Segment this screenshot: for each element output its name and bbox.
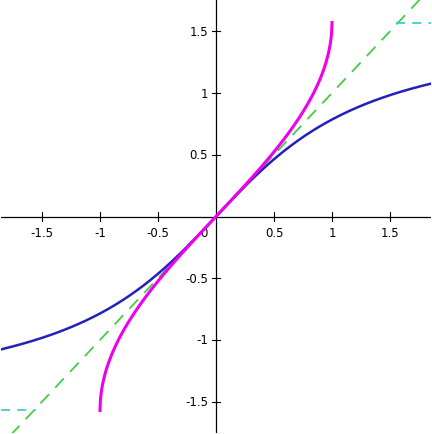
Text: -1.5: -1.5 [185, 395, 208, 408]
Text: -0.5: -0.5 [185, 272, 208, 285]
Text: 1: 1 [328, 227, 336, 240]
Text: -1: -1 [196, 334, 208, 347]
Text: 0: 0 [200, 227, 208, 240]
Text: -1: -1 [94, 227, 106, 240]
Text: 1: 1 [200, 87, 208, 100]
Text: 1.5: 1.5 [189, 26, 208, 39]
Text: 0.5: 0.5 [265, 227, 283, 240]
Text: 0.5: 0.5 [189, 149, 208, 162]
Text: 1.5: 1.5 [381, 227, 399, 240]
Text: -0.5: -0.5 [146, 227, 169, 240]
Text: -1.5: -1.5 [31, 227, 54, 240]
